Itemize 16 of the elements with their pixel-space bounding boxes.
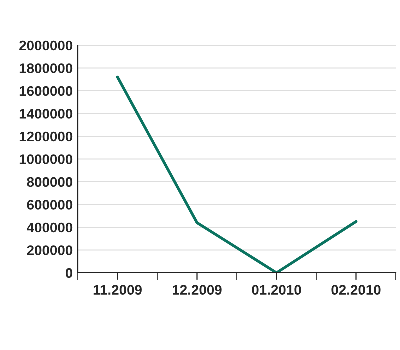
x-tick-label: 12.2009	[173, 285, 222, 296]
y-tick-label: 0	[66, 268, 73, 278]
y-tick-label: 1400000	[20, 109, 73, 119]
y-tick-label: 400000	[27, 222, 73, 233]
x-tick-label: 02.2010	[332, 285, 381, 296]
x-tick-label: 11.2009	[94, 285, 142, 296]
y-tick-label: 1000000	[20, 154, 73, 164]
y-tick-label: 1200000	[20, 132, 73, 142]
line-series	[116, 76, 358, 273]
y-tick-label: 1800000	[20, 64, 73, 74]
x-tick-label: 01.2010	[252, 285, 302, 296]
y-tick-label: 600000	[27, 200, 73, 210]
y-tick-label: 800000	[27, 177, 73, 188]
y-tick-label: 2000000	[20, 40, 73, 51]
y-tick-label: 200000	[27, 246, 73, 256]
y-tick-label: 1600000	[20, 86, 73, 96]
